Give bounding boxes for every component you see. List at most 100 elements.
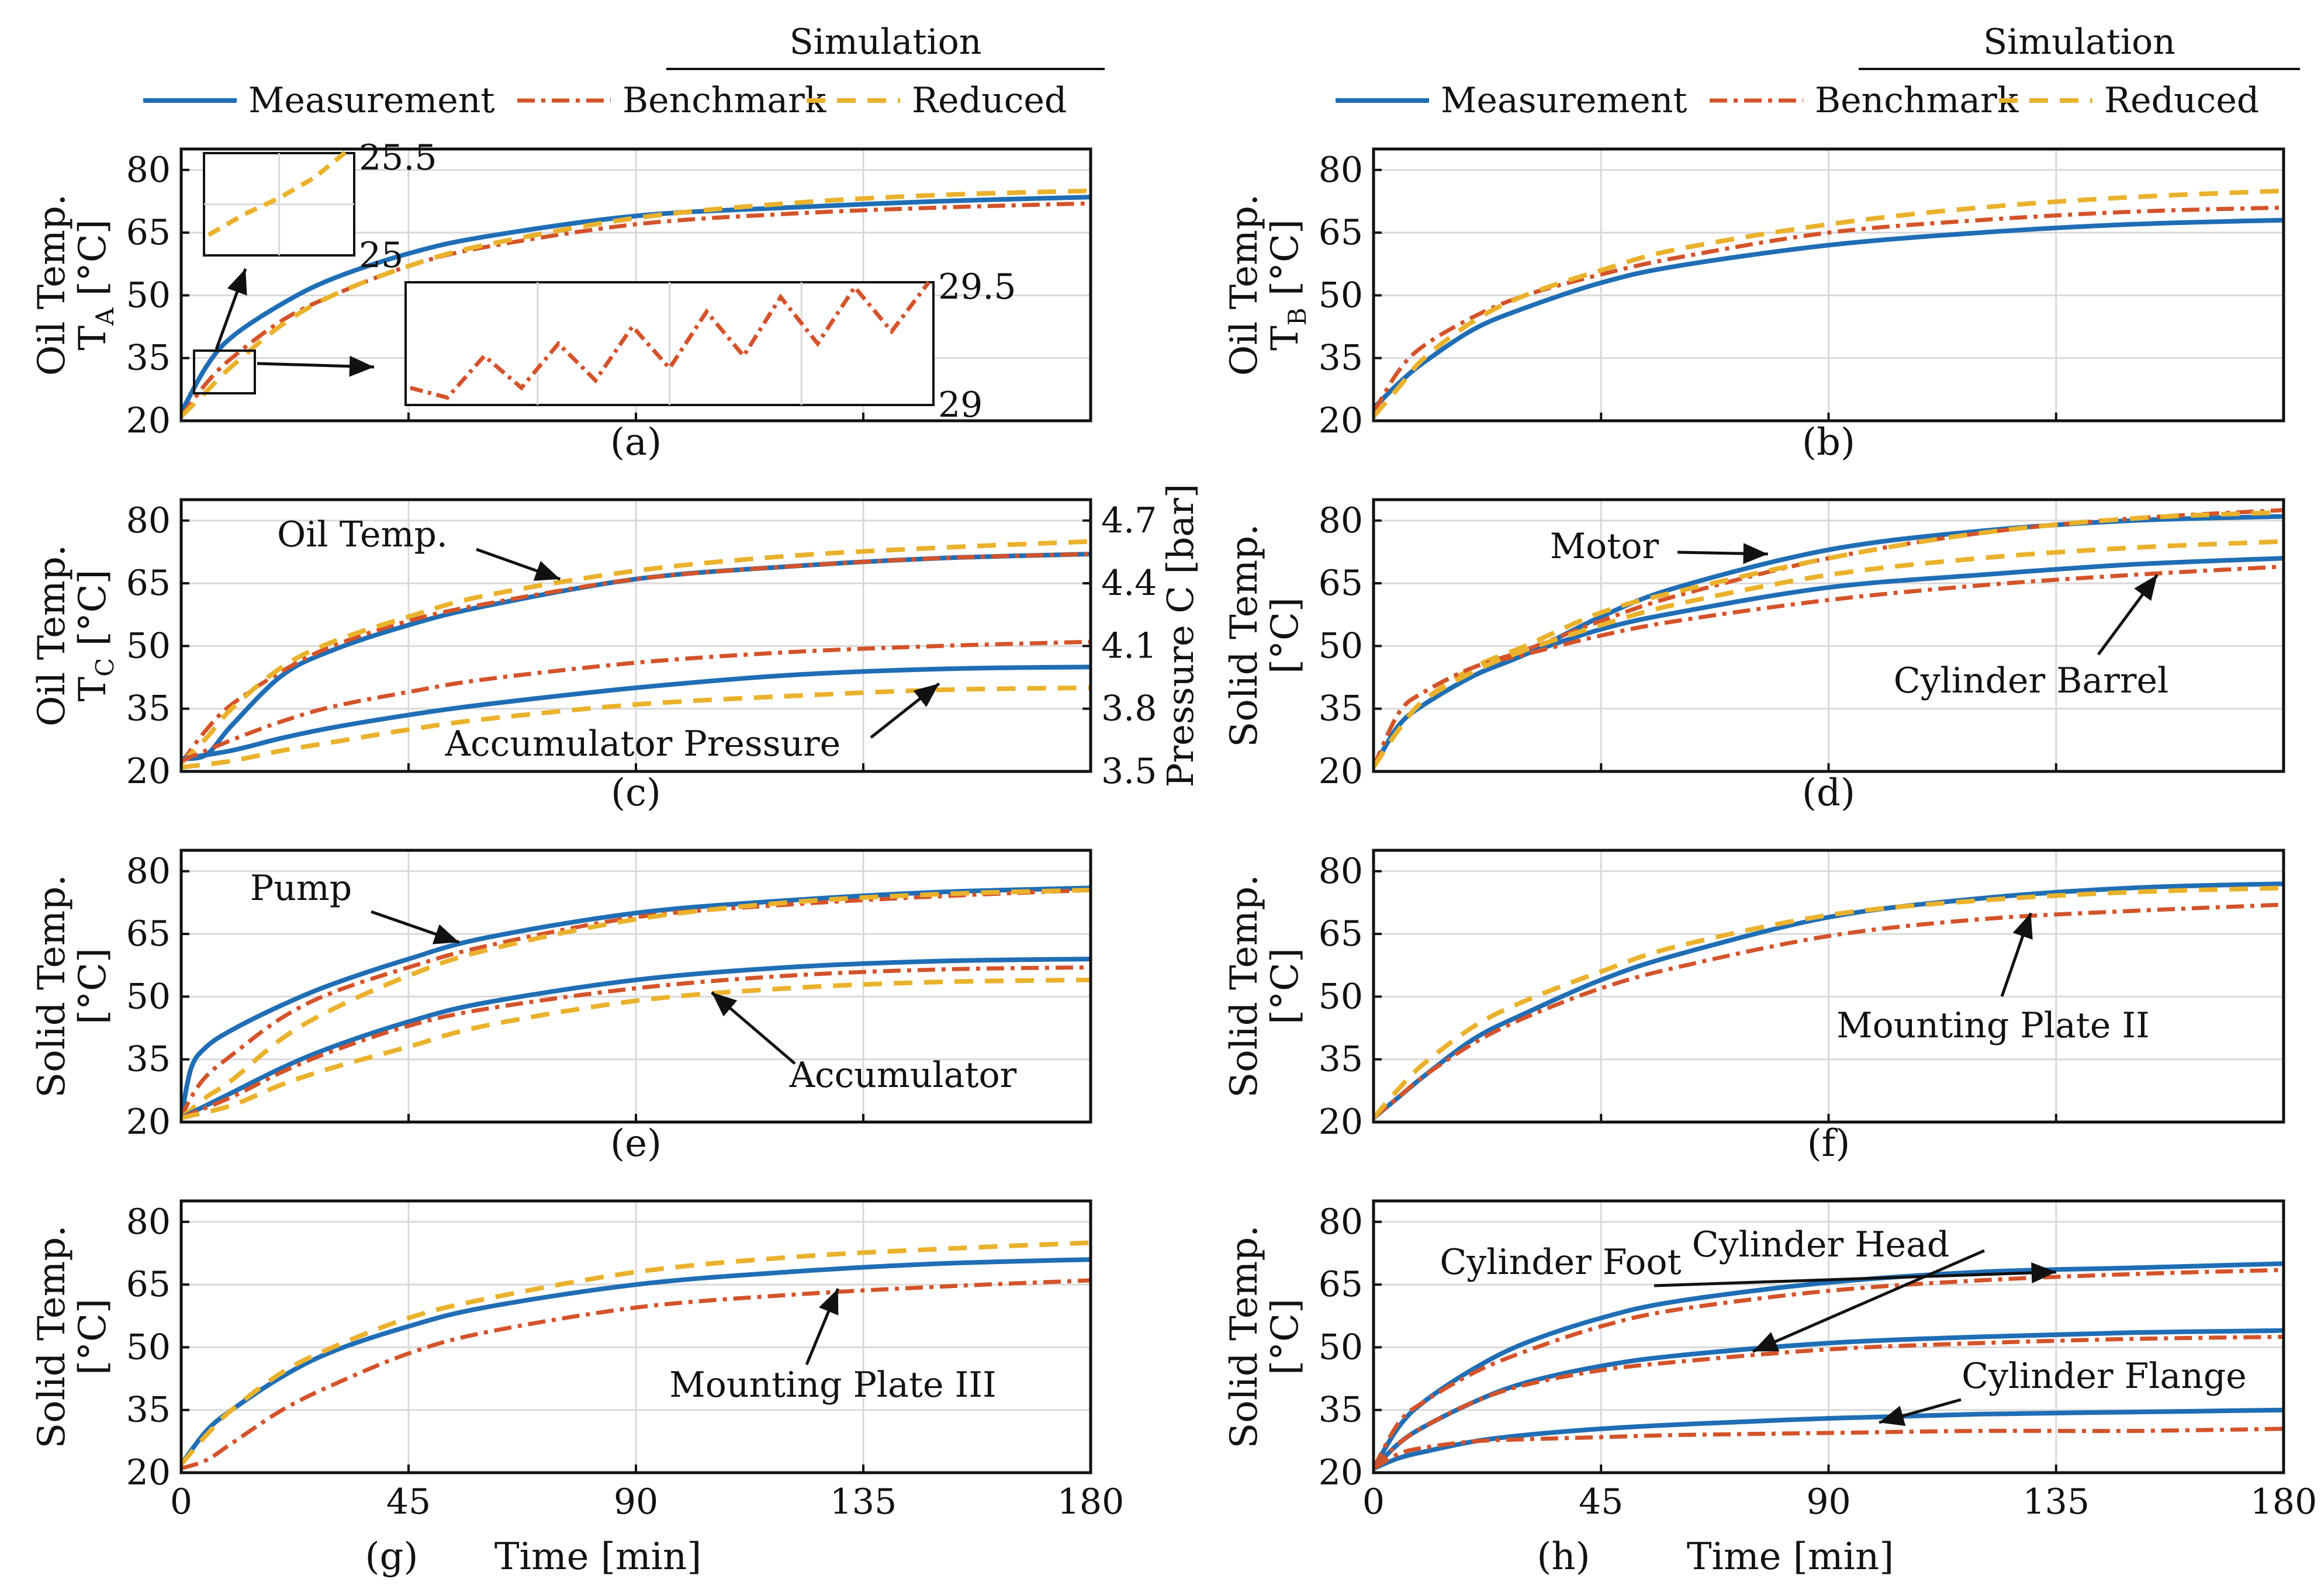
inset-benchmark-zoom: 29.5 29 xyxy=(404,266,1016,425)
y-label-unit: [°C] xyxy=(71,948,115,1024)
y-right-tick-label: 4.4 xyxy=(1101,563,1157,604)
inset-y-bottom-label: 25 xyxy=(359,235,403,276)
series-line-benchmark xyxy=(1374,205,2284,414)
y-tick-label: 20 xyxy=(1319,1452,1363,1493)
y-label-title: Oil Temp. xyxy=(30,545,74,726)
panel-h: 20 35 50 65 80 0 45 90 135 180 Solid Temp.[°C] (h) T… xyxy=(1223,1199,2317,1578)
y-tick-label: 80 xyxy=(1319,1202,1363,1242)
y-tick-label: 50 xyxy=(1319,976,1363,1017)
annotation-arrow-head xyxy=(2012,913,2033,940)
series-line-reduced xyxy=(1374,188,2284,418)
series-line-reduced xyxy=(181,539,1091,765)
series-line-head-benchmark xyxy=(1374,1335,2284,1470)
y-tick-label: 20 xyxy=(1319,400,1363,441)
series-group xyxy=(181,1240,1091,1471)
inset-series-line xyxy=(410,281,931,400)
y-label-unit: [°C] xyxy=(1264,597,1307,674)
y-label-var: T xyxy=(1264,326,1307,351)
y-axis-label: Solid Temp.[°C] xyxy=(1223,1225,1307,1448)
series-line-barrel-reduced xyxy=(1374,539,2284,769)
y-tick-label: 80 xyxy=(1319,150,1363,191)
y-tick-label: 80 xyxy=(126,1202,171,1242)
y-tick-label: 65 xyxy=(126,563,171,604)
series-line-flange-measurement xyxy=(1374,1407,2284,1471)
series-group xyxy=(1374,881,2284,1120)
panel-f: 20 35 50 65 80 Solid Temp.[°C] (f) Mounting Pla… xyxy=(1223,849,2285,1165)
x-tick-label: 0 xyxy=(1362,1481,1385,1522)
annotation-arrow-head xyxy=(349,355,374,377)
x-axis-label: Time [min] xyxy=(1687,1535,1894,1578)
y-axis-label: Solid Temp.[°C] xyxy=(1223,524,1307,747)
annotation-label: Motor xyxy=(1550,526,1659,567)
series-line-barrel-measurement xyxy=(1374,556,2284,768)
series-line-measurement xyxy=(181,195,1091,414)
y-label-title: Oil Temp. xyxy=(30,194,74,376)
annotation: Cylinder Barrel xyxy=(1894,574,2168,701)
y-right-axis-label: Pressure C [bar] xyxy=(1159,484,1202,787)
series-line-reduced xyxy=(1374,885,2284,1120)
y-tick-label: 20 xyxy=(126,400,171,441)
annotation: Oil Temp. xyxy=(277,514,561,581)
annotation: Mounting Plate III xyxy=(669,1288,997,1405)
annotation-label: Mounting Plate II xyxy=(1836,1005,2150,1046)
y-tick-label: 65 xyxy=(126,913,171,954)
x-tick-label: 0 xyxy=(170,1481,192,1522)
panel-label: (f) xyxy=(1807,1122,1850,1165)
y-tick-label: 80 xyxy=(126,851,171,892)
x-axis-label: Time [min] xyxy=(494,1535,701,1578)
x-tick-label: 135 xyxy=(830,1481,897,1522)
x-tick-label: 180 xyxy=(1057,1481,1125,1522)
annotation-arrow-shaft xyxy=(1752,1249,1985,1353)
y-tick-label: 65 xyxy=(1319,563,1363,604)
y-tick-label: 65 xyxy=(1319,1264,1363,1305)
y-axis-label: Solid Temp.[°C] xyxy=(30,1225,115,1448)
y-label-title: Solid Temp. xyxy=(1223,874,1266,1098)
y-tick-label: 50 xyxy=(1319,625,1363,666)
annotation: Cylinder Foot xyxy=(1440,1242,2056,1287)
x-tick-label: 180 xyxy=(2250,1481,2317,1522)
series-line-measurement xyxy=(1374,217,2284,410)
annotation: Pump xyxy=(250,868,460,944)
series-line-measurement-pressure xyxy=(181,664,1091,761)
y-tick-label: 20 xyxy=(126,751,171,792)
series-line-barrel-benchmark xyxy=(1374,565,2284,768)
y-tick-label: 50 xyxy=(126,275,171,316)
y-label-title: Solid Temp. xyxy=(30,874,74,1098)
legend-group-title: Simulation xyxy=(790,22,982,63)
series-line-benchmark xyxy=(181,201,1091,418)
legend-label-benchmark: Benchmark xyxy=(1815,80,2019,121)
series-line-benchmark xyxy=(1374,902,2284,1120)
series-line-foot-benchmark xyxy=(1374,1268,2284,1470)
annotation-arrow-head xyxy=(2134,574,2157,601)
annotation-arrow-head xyxy=(227,269,247,296)
y-axis-label: Oil Temp.TC [°C] xyxy=(30,545,119,726)
y-tick-label: 50 xyxy=(126,625,171,666)
x-tick-label: 45 xyxy=(1579,1481,1623,1522)
panel-label: (c) xyxy=(611,771,661,815)
y-tick-label: 50 xyxy=(1319,275,1363,316)
annotation: Cylinder Flange xyxy=(1879,1356,2247,1427)
y-axis-label: Solid Temp.[°C] xyxy=(1223,874,1307,1098)
panel-label: (a) xyxy=(610,421,662,464)
legend-label-measurement: Measurement xyxy=(1441,80,1687,121)
y-right-tick-label: 3.5 xyxy=(1101,751,1157,792)
panel-label: (g) xyxy=(365,1535,418,1578)
y-label-title: Solid Temp. xyxy=(1223,1225,1266,1448)
panel-label: (h) xyxy=(1537,1535,1590,1578)
y-label-sub: C xyxy=(91,658,119,677)
series-line-accumulator-reduced xyxy=(181,977,1091,1120)
inset-y-bottom-label: 29 xyxy=(938,385,983,425)
y-label-sub: A xyxy=(91,307,119,326)
y-tick-label: 35 xyxy=(126,338,171,379)
x-tick-label: 45 xyxy=(386,1481,431,1522)
series-line-measurement xyxy=(181,1257,1091,1466)
annotation-arrow-head xyxy=(1879,1405,1906,1427)
annotation: Motor xyxy=(1550,526,1768,567)
series-line-pump-measurement xyxy=(181,885,1091,1119)
legend-label-reduced: Reduced xyxy=(912,80,1067,121)
legend-group-title: Simulation xyxy=(1983,22,2175,63)
series-group xyxy=(1374,508,2284,769)
annotation-arrow-shaft xyxy=(1654,1270,2056,1287)
y-label-title: Oil Temp. xyxy=(1223,194,1266,376)
panel-e: 20 35 50 65 80 Solid Temp.[°C] (e) Pump Accumula… xyxy=(30,849,1092,1165)
